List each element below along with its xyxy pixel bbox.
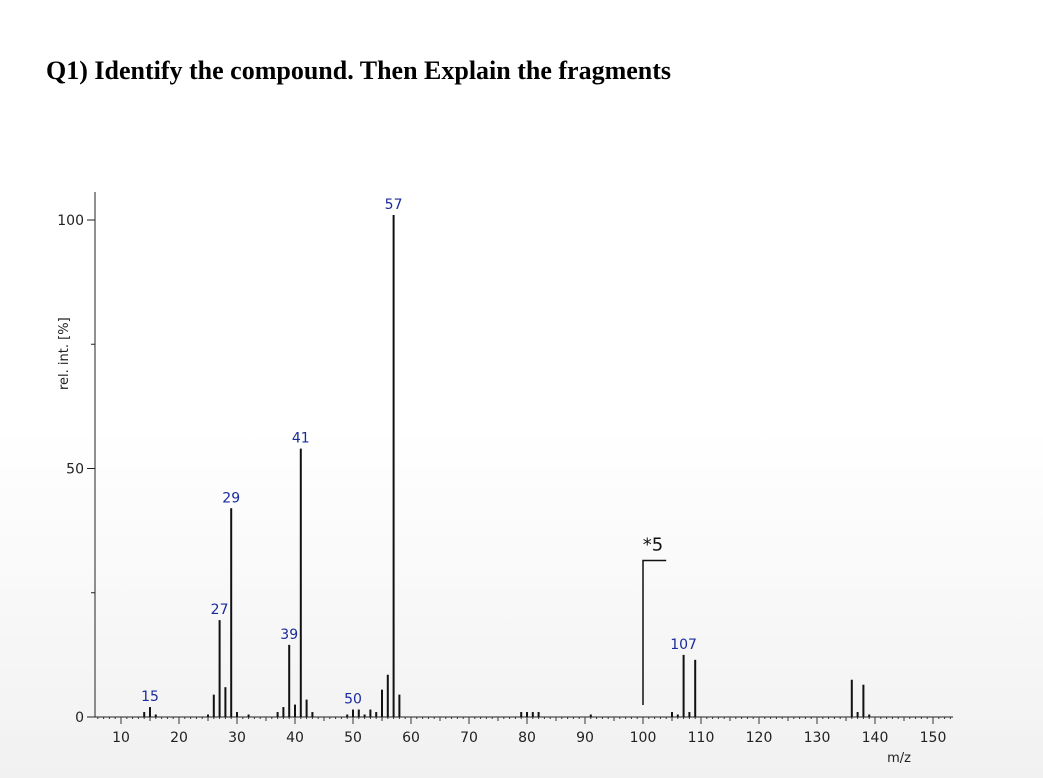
x-tick-label: 50	[344, 730, 362, 746]
peak-label: 15	[141, 689, 159, 705]
peak-label: 27	[211, 602, 229, 618]
x-tick-label: 120	[746, 730, 773, 746]
x-tick-label: 80	[518, 730, 536, 746]
x-tick-label: 30	[228, 730, 246, 746]
question-title: Q1) Identify the compound. Then Explain …	[46, 56, 672, 85]
chart-axes: 0 50 100 10 20 30 40 50 60 70 80 90 100 110 120 130 140 1…	[57, 192, 953, 746]
x-axis-label: m/z	[887, 751, 911, 766]
magnification-label: *5	[643, 534, 663, 555]
peak-label: 107	[670, 637, 697, 653]
magnification-marker: *5	[642, 534, 667, 705]
chart-peaks	[143, 215, 871, 717]
peak-label: 41	[292, 431, 310, 447]
y-tick-label: 0	[75, 710, 84, 726]
x-tick-label: 10	[112, 730, 130, 746]
peak-label: 50	[344, 692, 362, 708]
x-tick-label: 20	[170, 730, 188, 746]
x-tick-label: 150	[920, 730, 947, 746]
y-axis-label: rel. int. [%]	[57, 317, 72, 390]
x-tick-label: 110	[688, 730, 715, 746]
peak-label: 57	[385, 197, 403, 213]
y-tick-label: 50	[66, 462, 84, 478]
x-tick-label: 90	[576, 730, 594, 746]
magnification-bracket	[642, 559, 667, 705]
y-tick-label: 100	[57, 213, 84, 229]
x-tick-label: 100	[630, 730, 657, 746]
x-tick-label: 130	[804, 730, 831, 746]
peak-label: 39	[280, 627, 298, 643]
x-tick-label: 40	[286, 730, 304, 746]
peak-label: 29	[222, 490, 240, 506]
x-tick-label: 60	[402, 730, 420, 746]
chart-peak-labels: 15 27 29 39 41 50 57 107 *5	[141, 197, 697, 708]
x-tick-label: 140	[862, 730, 889, 746]
x-tick-label: 70	[460, 730, 478, 746]
